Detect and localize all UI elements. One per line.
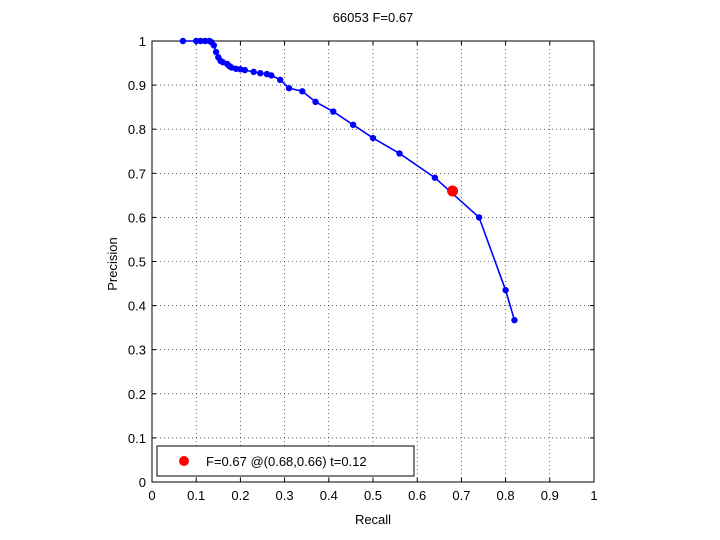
- legend-label: F=0.67 @(0.68,0.66) t=0.12: [206, 454, 367, 469]
- y-tick-label: 0.7: [128, 166, 146, 181]
- y-tick-label: 0.5: [128, 255, 146, 270]
- x-tick-label: 0.6: [408, 488, 426, 503]
- chart-title: 66053 F=0.67: [333, 10, 414, 25]
- series-point: [312, 98, 319, 106]
- x-tick-label: 0.1: [187, 488, 205, 503]
- y-tick-label: 0: [139, 475, 146, 490]
- series-point: [431, 174, 439, 181]
- x-tick-label: 0: [148, 488, 155, 503]
- y-tick-label: 0.3: [128, 343, 146, 358]
- x-tick-label: 0.2: [231, 488, 249, 503]
- series-point: [475, 214, 483, 221]
- y-tick-label: 0.6: [128, 210, 146, 225]
- series-point: [330, 108, 337, 115]
- series-point: [396, 150, 403, 157]
- y-tick-label: 0.2: [128, 387, 146, 402]
- y-tick-label: 0.9: [128, 78, 146, 93]
- y-tick-label: 0.1: [128, 431, 146, 446]
- series-point: [193, 37, 200, 45]
- legend-marker: [179, 456, 189, 466]
- series-point: [369, 134, 377, 142]
- y-ticks: 0 0.1 0.2 0.3 0.4 0.5 0.6 0.7 0.8 0.9 1: [128, 34, 594, 490]
- best-f-point: [447, 185, 459, 197]
- x-tick-label: 0.7: [452, 488, 470, 503]
- series-point: [276, 76, 284, 84]
- series-point: [212, 48, 220, 56]
- series-point: [241, 66, 249, 74]
- x-tick-label: 0.4: [320, 488, 338, 503]
- y-tick-label: 0.4: [128, 299, 146, 314]
- series-point: [285, 84, 293, 92]
- series-point: [511, 316, 518, 324]
- x-tick-label: 0.5: [364, 488, 382, 503]
- series-point: [197, 37, 204, 45]
- x-ticks: 0 0.1 0.2 0.3 0.4 0.5 0.6 0.7 0.8 0.9 1: [148, 41, 598, 503]
- x-tick-label: 1: [590, 488, 597, 503]
- series-point: [257, 69, 264, 77]
- series-point: [349, 121, 357, 128]
- x-tick-label: 0.3: [276, 488, 294, 503]
- legend: F=0.67 @(0.68,0.66) t=0.12: [156, 445, 415, 477]
- series-point: [210, 42, 218, 49]
- series-point: [250, 68, 257, 76]
- series-point: [502, 286, 509, 294]
- y-tick-label: 0.8: [128, 122, 146, 137]
- y-tick-label: 1: [139, 34, 146, 49]
- y-axis-label: Precision: [105, 237, 120, 290]
- series-point: [299, 88, 306, 95]
- legend-box: [156, 445, 415, 477]
- best-point-layer: [447, 185, 459, 197]
- x-axis-label: Recall: [355, 512, 391, 527]
- series-point: [179, 37, 187, 45]
- series-point: [268, 72, 275, 79]
- x-tick-label: 0.9: [541, 488, 559, 503]
- series-point: [201, 37, 209, 45]
- x-tick-label: 0.8: [497, 488, 515, 503]
- series-layer: [179, 37, 518, 324]
